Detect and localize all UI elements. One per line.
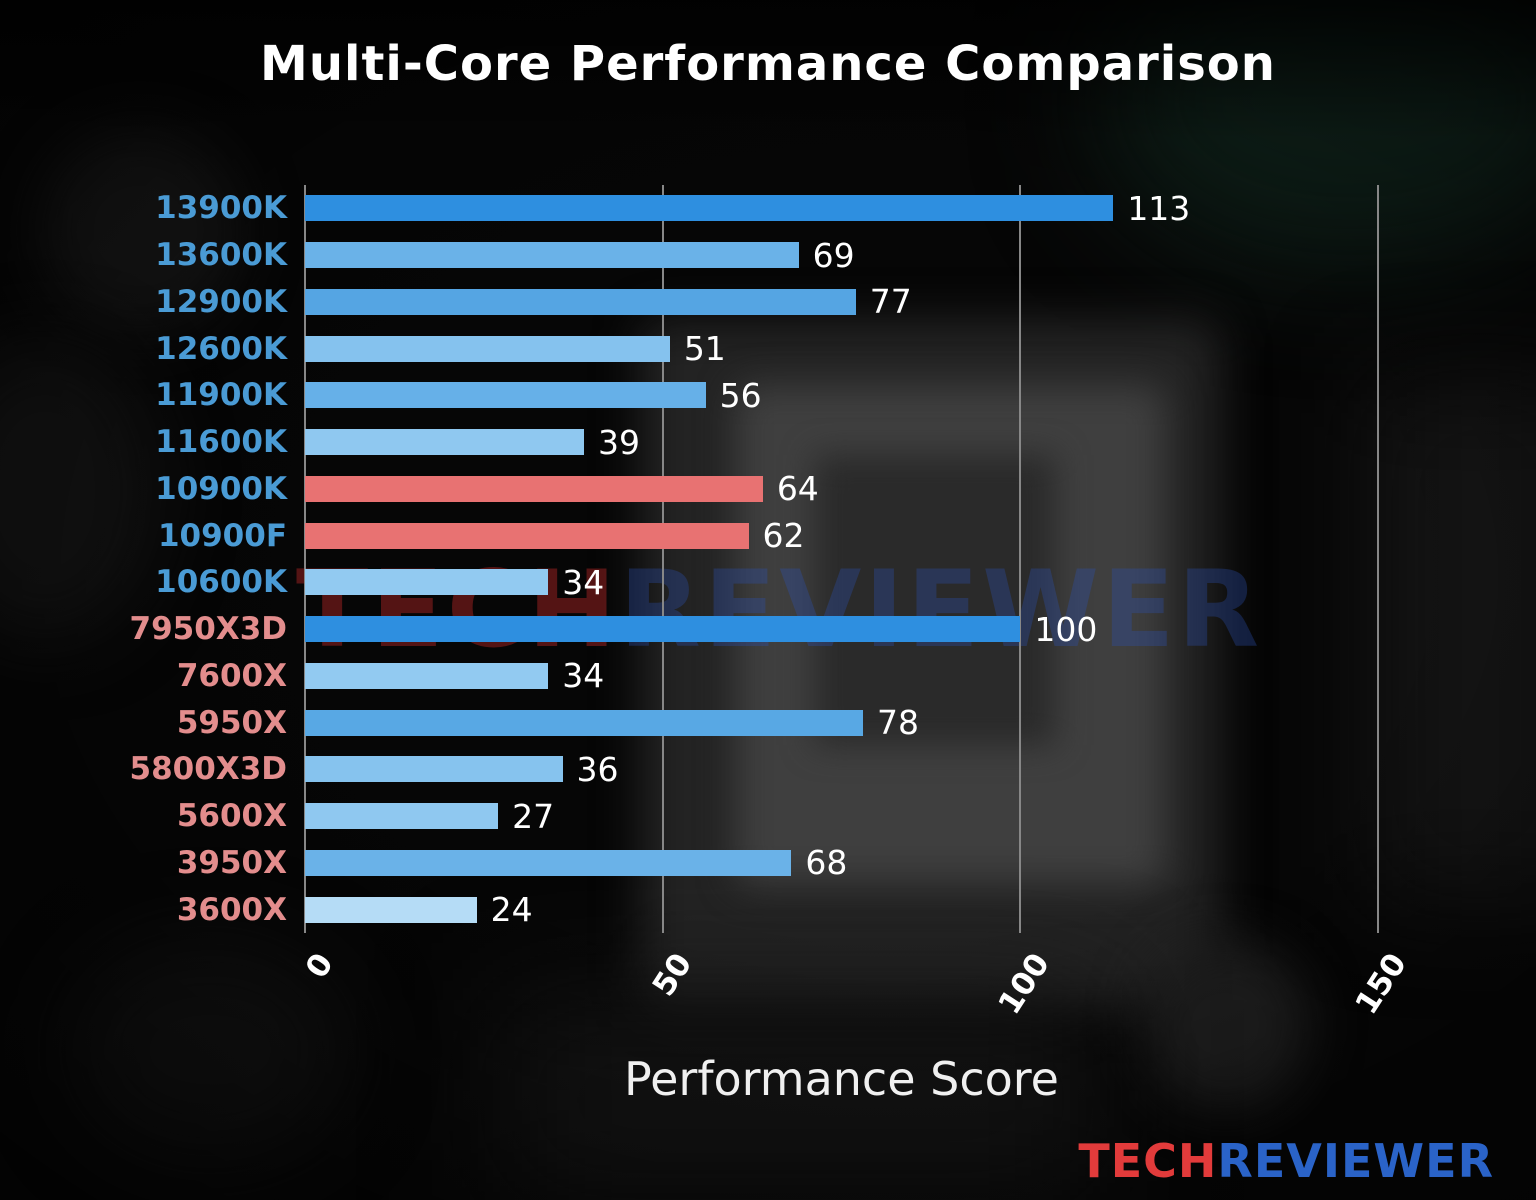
bar [305, 242, 799, 269]
value-label: 68 [805, 843, 848, 883]
brand-logo-tech: TECH [1078, 1134, 1218, 1188]
value-label: 62 [762, 516, 805, 556]
bar-row: 11900K 56 [155, 372, 1378, 419]
watermark: TECHREVIEWER [296, 548, 1262, 671]
x-tick-label: 0 [299, 947, 342, 985]
bar [305, 382, 706, 409]
bar-rows: 13900K 113 13600K 69 12900K 77 12600K 51 11900K 5… [130, 185, 1378, 933]
category-label: 12900K [155, 283, 287, 320]
bar [305, 429, 584, 456]
category-label: 11900K [155, 377, 287, 414]
category-label: 5600X [176, 798, 287, 835]
value-label: 36 [576, 749, 619, 789]
value-label: 34 [562, 656, 605, 696]
bar-row: 13600K 69 [155, 232, 1378, 279]
x-tick-label: 50 [645, 947, 699, 1003]
value-label: 24 [490, 890, 533, 930]
gridline [304, 185, 306, 933]
value-label: 69 [812, 235, 855, 275]
bar-row: 3950X 68 [177, 840, 1378, 887]
bar [305, 662, 549, 689]
x-axis-label: Performance Score [624, 1052, 1059, 1106]
bar [305, 522, 749, 549]
category-label: 10600K [155, 564, 287, 601]
value-label: 39 [597, 422, 640, 462]
bar-row: 5600X 27 [177, 793, 1378, 840]
value-label: 56 [719, 375, 762, 415]
x-tick-label: 100 [991, 947, 1057, 1021]
x-ticks: 0 50 100 150 [299, 933, 1414, 1043]
category-label: 10900K [155, 470, 287, 507]
chart-title: Multi-Core Performance Comparison [260, 36, 1276, 92]
value-label: 27 [512, 796, 555, 836]
value-label: 64 [776, 469, 819, 509]
value-label: 34 [562, 562, 605, 602]
value-label: 100 [1034, 609, 1098, 649]
bar-row: 7600X 34 [177, 653, 1378, 700]
bar-row: 11600K 39 [155, 419, 1378, 466]
brand-logo-reviewer: REVIEWER [1217, 1134, 1494, 1188]
category-label: 5950X [176, 704, 287, 741]
gridlines [304, 185, 1379, 933]
category-label: 11600K [155, 424, 287, 461]
category-label: 7600X [176, 657, 287, 694]
category-label: 7950X3D [129, 611, 287, 648]
bar-row: 12600K 51 [155, 325, 1378, 372]
bar-row: 10900K 64 [155, 466, 1378, 513]
bar [305, 616, 1021, 643]
bar [305, 849, 792, 876]
watermark-tech: TECH [296, 548, 620, 671]
bar [305, 709, 863, 736]
bar [305, 288, 856, 315]
category-label: 10900F [157, 517, 287, 554]
bar-row: 13900K 113 [155, 185, 1378, 232]
category-label: 5800X3D [129, 751, 287, 788]
bar [305, 569, 549, 596]
bar-row: 5800X3D 36 [130, 746, 1378, 793]
value-label: 77 [869, 282, 912, 322]
bar [305, 803, 499, 830]
watermark-reviewer: REVIEWER [619, 548, 1263, 671]
gridline [1377, 185, 1379, 933]
bar [305, 756, 563, 783]
value-label: 51 [683, 329, 726, 369]
bar [305, 195, 1114, 222]
bar-row: 3600X 24 [177, 886, 1378, 933]
value-label: 78 [876, 703, 919, 743]
category-label: 12600K [155, 330, 287, 367]
value-label: 113 [1127, 188, 1191, 228]
bar [305, 335, 670, 362]
brand-logo: TECHREVIEWER [1078, 1134, 1494, 1188]
category-label: 3600X [176, 891, 287, 928]
category-label: 13600K [155, 237, 287, 274]
bar-row: 12900K 77 [155, 279, 1378, 326]
category-label: 3950X [176, 844, 287, 881]
bar-row: 10600K 34 [155, 559, 1378, 606]
bar [305, 475, 763, 502]
category-label: 13900K [155, 190, 287, 227]
bar-row: 5950X 78 [177, 699, 1378, 746]
bar-row: 10900F 62 [158, 512, 1378, 559]
plot-area: 13900K 113 13600K 69 12900K 77 12600K 51 11900K 5… [130, 185, 1379, 933]
gridline [1019, 185, 1022, 933]
bar [305, 896, 477, 923]
bar-row: 7950X3D 100 [130, 606, 1378, 653]
gridline [661, 185, 664, 933]
